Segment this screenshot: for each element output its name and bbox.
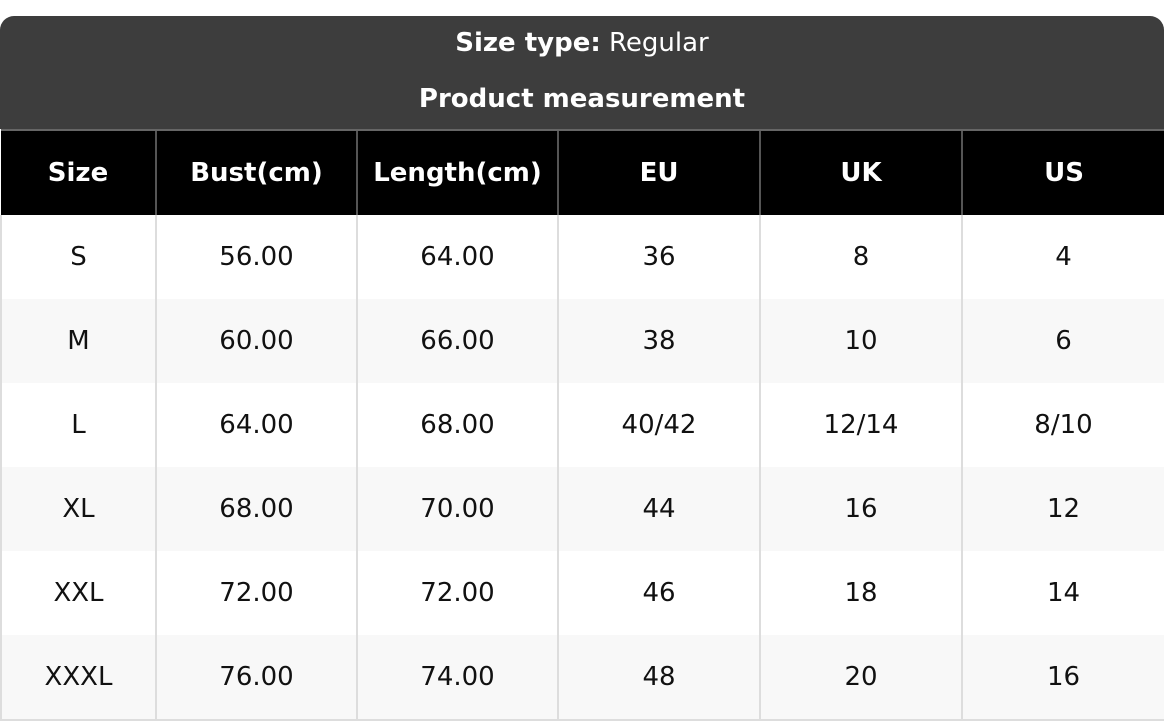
table-row: L 64.00 68.00 40/42 12/14 8/10 bbox=[0, 383, 1164, 467]
table-row: XXXL 76.00 74.00 48 20 16 bbox=[0, 635, 1164, 721]
table-cell: S bbox=[0, 215, 156, 299]
table-cell: 6 bbox=[961, 299, 1164, 383]
table-cell: L bbox=[0, 383, 156, 467]
table-cell: 46 bbox=[557, 551, 760, 635]
size-chart: Size type: Regular Product measurement S… bbox=[0, 16, 1164, 721]
table-cell: 72.00 bbox=[155, 551, 357, 635]
column-header: Length(cm) bbox=[356, 129, 558, 215]
table-row: S 56.00 64.00 36 8 4 bbox=[0, 215, 1164, 299]
table-cell: 68.00 bbox=[356, 383, 558, 467]
table-row: XL 68.00 70.00 44 16 12 bbox=[0, 467, 1164, 551]
table-cell: 12/14 bbox=[759, 383, 962, 467]
table-cell: 60.00 bbox=[155, 299, 357, 383]
size-type: Size type: Regular bbox=[0, 16, 1164, 72]
table-cell: 64.00 bbox=[356, 215, 558, 299]
size-type-label: Size type: bbox=[455, 28, 601, 58]
table-cell: 18 bbox=[759, 551, 962, 635]
table-cell: 10 bbox=[759, 299, 962, 383]
table-cell: 72.00 bbox=[356, 551, 558, 635]
table-cell: M bbox=[0, 299, 156, 383]
table-cell: 16 bbox=[961, 635, 1164, 721]
table-cell: 14 bbox=[961, 551, 1164, 635]
table-cell: 40/42 bbox=[557, 383, 760, 467]
table-cell: 74.00 bbox=[356, 635, 558, 721]
table-cell: 20 bbox=[759, 635, 962, 721]
table-cell: 12 bbox=[961, 467, 1164, 551]
table-cell: 38 bbox=[557, 299, 760, 383]
measurement-table: Size Bust(cm) Length(cm) EU UK US S 56.00 64.00… bbox=[0, 129, 1164, 721]
table-cell: 64.00 bbox=[155, 383, 357, 467]
table-cell: 48 bbox=[557, 635, 760, 721]
table-cell: 56.00 bbox=[155, 215, 357, 299]
size-type-value: Regular bbox=[609, 28, 709, 58]
table-cell: XXXL bbox=[0, 635, 156, 721]
chart-subtitle: Product measurement bbox=[418, 84, 746, 114]
table-cell: XXL bbox=[0, 551, 156, 635]
table-cell: 44 bbox=[557, 467, 760, 551]
table-cell: 8 bbox=[759, 215, 962, 299]
table-cell: 16 bbox=[759, 467, 962, 551]
table-cell: 68.00 bbox=[155, 467, 357, 551]
table-row: M 60.00 66.00 38 10 6 bbox=[0, 299, 1164, 383]
table-cell: 76.00 bbox=[155, 635, 357, 721]
table-cell: 8/10 bbox=[961, 383, 1164, 467]
table-cell: 70.00 bbox=[356, 467, 558, 551]
chart-header: Size type: Regular Product measurement bbox=[0, 16, 1164, 129]
column-header: Bust(cm) bbox=[155, 129, 357, 215]
table-cell: 36 bbox=[557, 215, 760, 299]
column-header: EU bbox=[557, 129, 760, 215]
table-cell: 66.00 bbox=[356, 299, 558, 383]
column-header: US bbox=[961, 129, 1164, 215]
table-cell: XL bbox=[0, 467, 156, 551]
column-header: Size bbox=[1, 129, 156, 215]
table-cell: 4 bbox=[961, 215, 1164, 299]
table-row: XXL 72.00 72.00 46 18 14 bbox=[0, 551, 1164, 635]
column-header: UK bbox=[759, 129, 962, 215]
